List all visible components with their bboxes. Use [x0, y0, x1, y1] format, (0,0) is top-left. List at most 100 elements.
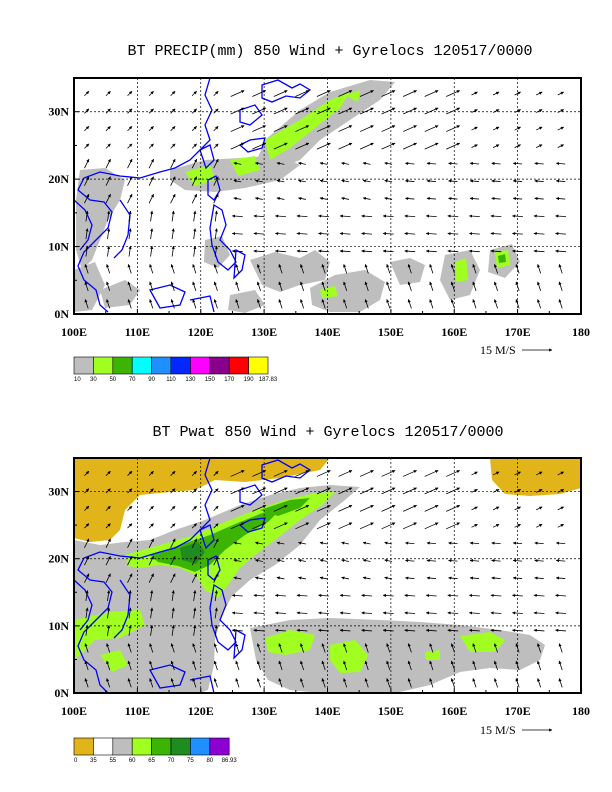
wind-vector	[537, 678, 542, 688]
wind-vector	[533, 249, 545, 253]
wind-vector	[170, 523, 176, 529]
wind-vector	[555, 249, 566, 253]
wind-vector	[295, 125, 310, 132]
wind-vector	[105, 108, 111, 114]
wind-vector	[359, 107, 374, 115]
wind-vector	[193, 607, 197, 619]
colorbar-swatch	[93, 356, 114, 375]
wind-vector	[256, 281, 261, 291]
wind-vector	[171, 245, 175, 257]
wind-vector	[512, 611, 523, 615]
wind-vector	[492, 489, 500, 493]
wind-vector	[148, 158, 154, 169]
wind-vector	[425, 249, 437, 253]
wind-vector	[213, 555, 219, 566]
wind-vector	[341, 196, 350, 201]
y-tick-label: 0N	[54, 307, 69, 321]
wind-vector	[127, 678, 132, 688]
wind-vector	[490, 611, 502, 615]
wind-vector	[316, 487, 331, 495]
wind-vector	[105, 573, 111, 583]
y-tick-label: 0N	[54, 686, 69, 700]
wind-vector	[407, 643, 412, 653]
wind-vector	[386, 660, 391, 671]
colorbar-swatch	[190, 356, 211, 375]
wind-vector	[537, 660, 542, 671]
wind-vector	[278, 299, 283, 309]
wind-vector	[338, 107, 353, 115]
wind-vector	[295, 487, 310, 495]
wind-vector	[341, 161, 350, 166]
wind-vector	[471, 471, 478, 476]
wind-vector	[381, 125, 396, 132]
wind-vector	[426, 558, 436, 563]
wind-vector	[491, 196, 501, 201]
wind-vector	[492, 91, 500, 96]
wind-vector	[362, 196, 371, 201]
x-tick-label: 150E	[378, 325, 404, 339]
wind-vector	[359, 470, 374, 477]
wind-vector	[191, 126, 197, 132]
wind-vector	[193, 245, 197, 257]
wind-vector	[492, 126, 500, 131]
wind-vector	[447, 249, 459, 253]
wind-vector	[150, 607, 154, 619]
wind-vector	[105, 523, 111, 529]
wind-vector	[254, 541, 263, 545]
wind-vector	[233, 179, 242, 183]
wind-vector	[233, 196, 242, 201]
wind-vector	[338, 504, 353, 512]
wind-vector	[364, 643, 369, 653]
colorbar-label: 55	[109, 758, 116, 764]
wind-vector	[300, 643, 305, 653]
wind-vector	[364, 660, 369, 671]
wind-vector	[533, 214, 545, 218]
wind-vector	[84, 126, 90, 132]
wind-vector	[273, 487, 288, 495]
wind-vector	[170, 505, 176, 511]
wind-vector	[231, 593, 243, 598]
wind-vector	[275, 214, 286, 218]
precip-colorbar: 10 30 50 70 90 110 130 150 170 190 187.83	[73, 356, 278, 383]
wind-vector	[555, 593, 566, 598]
wind-vector	[128, 590, 132, 601]
wind-vector	[339, 214, 351, 218]
wind-vector	[555, 628, 566, 632]
wind-vector	[402, 522, 417, 530]
wind-vector	[170, 660, 175, 671]
wind-vector	[170, 176, 176, 186]
wind-vector	[316, 125, 331, 132]
wind-vector	[273, 142, 288, 150]
wind-vector	[471, 489, 478, 493]
wind-vector	[407, 678, 412, 688]
wind-vector	[106, 660, 111, 671]
wind-vector	[321, 281, 326, 291]
wind-vector	[381, 522, 396, 530]
wind-vector	[492, 109, 500, 113]
wind-vector	[171, 624, 175, 636]
wind-vector	[381, 487, 396, 495]
wind-vector	[557, 471, 565, 476]
colorbar-swatch	[209, 737, 230, 756]
wind-vector	[468, 628, 480, 632]
wind-vector	[295, 90, 310, 97]
wind-vector	[343, 660, 348, 671]
wind-vector	[450, 299, 455, 309]
wind-vector	[343, 643, 348, 653]
wind-vector	[85, 590, 89, 601]
wind-vector	[492, 523, 500, 528]
wind-vector	[319, 558, 328, 563]
wind-vector	[278, 281, 283, 291]
wind-vector	[318, 611, 329, 615]
x-tick-label: 180	[572, 704, 590, 718]
wind-vector	[425, 628, 437, 632]
wind-vector	[295, 504, 310, 512]
wind-vector	[404, 231, 416, 236]
pwat-coastlines	[74, 458, 312, 693]
wind-vector	[273, 125, 288, 132]
wind-vector	[191, 108, 197, 114]
wind-vector	[515, 299, 520, 309]
wind-vector	[127, 126, 133, 132]
wind-vector	[468, 231, 480, 236]
wind-vector	[319, 541, 328, 545]
